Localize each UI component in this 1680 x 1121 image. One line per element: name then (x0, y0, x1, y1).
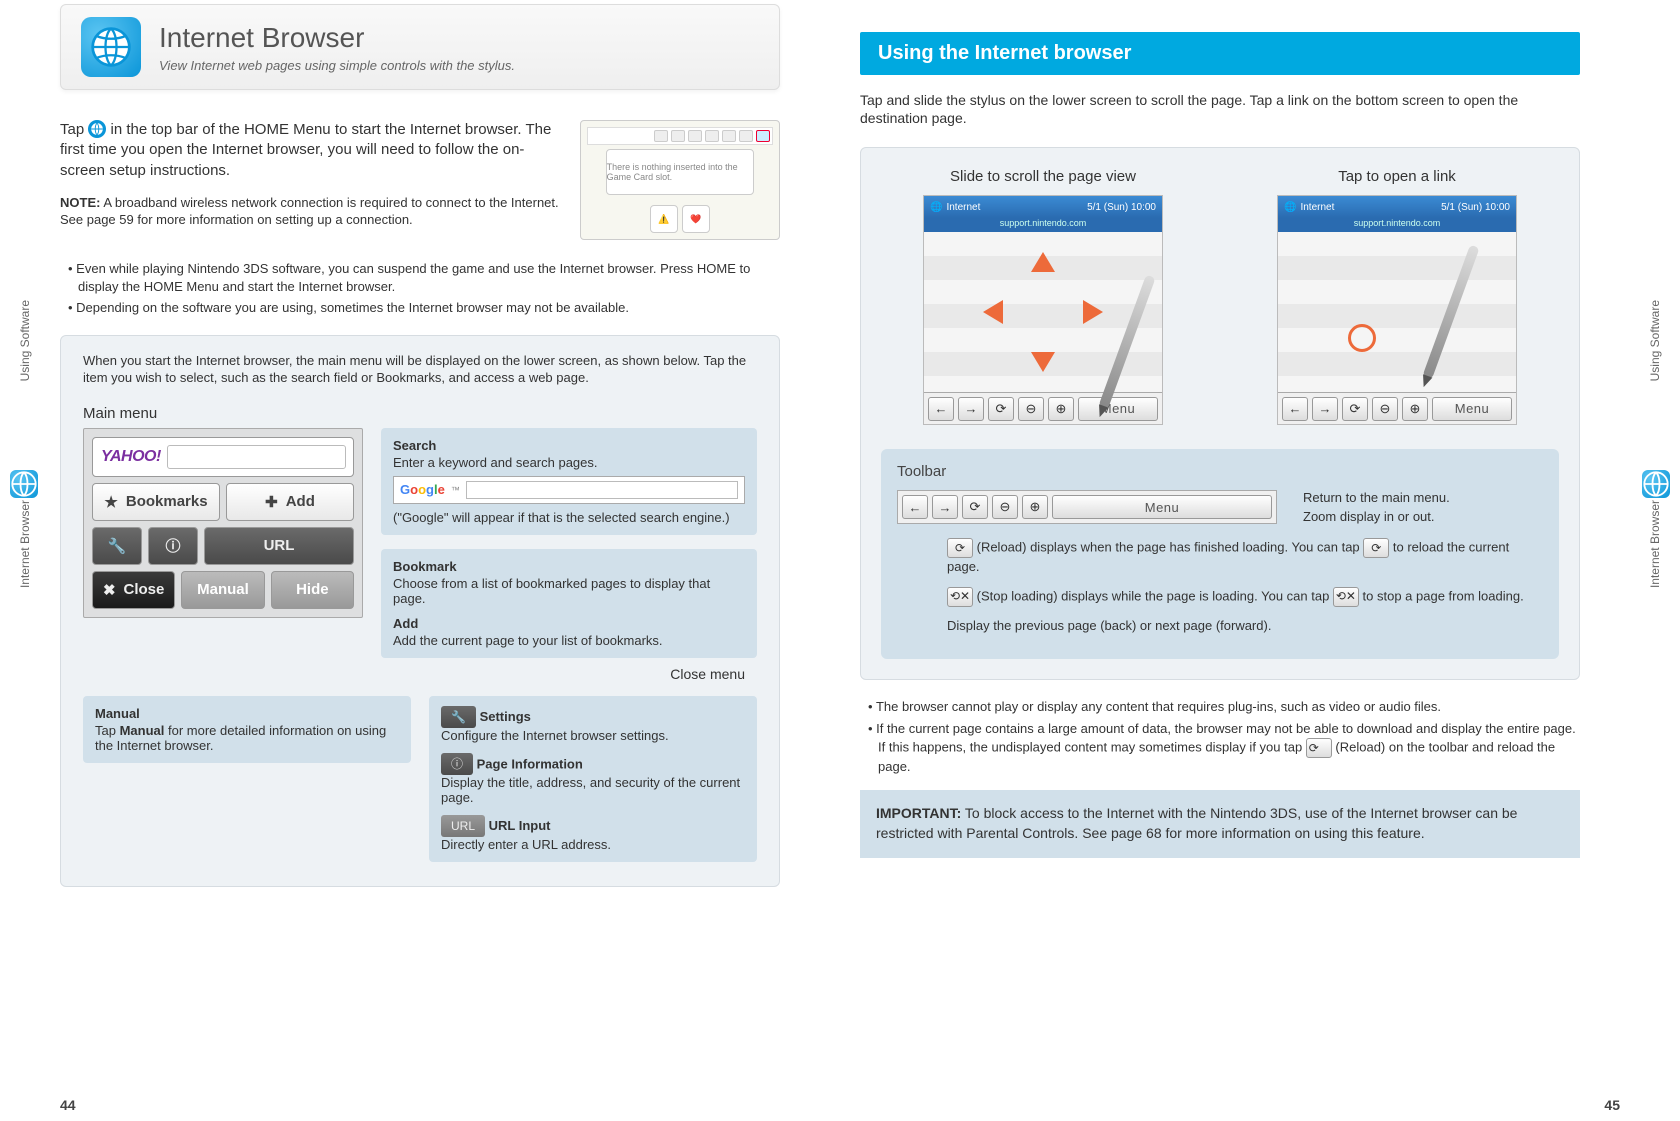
side-tab-using-left: Using Software (18, 300, 32, 381)
stop-icon: ⟲✕ (1333, 587, 1359, 607)
tap-indicator (1348, 324, 1376, 352)
back-button[interactable]: ← (928, 397, 954, 421)
reload-icon: ⟳ (1306, 738, 1332, 758)
scroll-arrows (983, 252, 1103, 372)
close-menu-label: Close menu (83, 666, 757, 682)
right-bullets: The browser cannot play or display any c… (860, 698, 1580, 777)
callout-right-group: 🔧 Settings Configure the Internet browse… (429, 696, 757, 862)
search-input[interactable] (167, 445, 346, 469)
tb-reload[interactable]: ⟳ (962, 495, 988, 519)
bullet-1: Depending on the software you are using,… (68, 299, 780, 317)
page-title: Internet Browser (159, 22, 515, 54)
main-menu-label: Main menu (83, 405, 757, 422)
legend-zoom: Zoom display in or out. (1303, 509, 1450, 524)
google-search-row: Google™ (393, 476, 745, 504)
note-block: NOTE: NOTE: A broadband wireless network… (60, 195, 560, 229)
right-intro: Tap and slide the stylus on the lower sc… (860, 91, 1580, 127)
stylus-icon (1422, 245, 1479, 380)
globe-icon (81, 17, 141, 77)
zoom-out-button[interactable]: ⊖ (1018, 397, 1044, 421)
manual-button[interactable]: Manual (181, 571, 264, 609)
screenshot-scroll: Slide to scroll the page view 🌐 Internet… (881, 168, 1205, 425)
tb-back[interactable]: ← (902, 495, 928, 519)
search-field[interactable]: YAHOO! (92, 437, 354, 477)
cap-scroll: Slide to scroll the page view (881, 168, 1205, 185)
globe-icon-mini-left (10, 470, 38, 498)
menu-button[interactable]: Menu (1078, 397, 1158, 421)
intro-row: Tap in the top bar of the HOME Menu to s… (60, 120, 780, 240)
hide-button[interactable]: Hide (271, 571, 354, 609)
settings-button[interactable]: 🔧 (92, 527, 142, 565)
url-button[interactable]: URL (204, 527, 354, 565)
card-slot-message: There is nothing inserted into the Game … (606, 149, 755, 195)
zoom-in-button[interactable]: ⊕ (1048, 397, 1074, 421)
forward-button[interactable]: → (958, 397, 984, 421)
page-subtitle: View Internet web pages using simple con… (159, 58, 515, 73)
page-left: Internet Browser View Internet web pages… (60, 0, 780, 1080)
screenshot-tap: Tap to open a link 🌐 Internet5/1 (Sun) 1… (1235, 168, 1559, 425)
callout-search: Search Enter a keyword and search pages.… (381, 428, 757, 535)
close-button[interactable]: ✖ Close (92, 571, 175, 609)
left-bullets: Even while playing Nintendo 3DS software… (68, 260, 780, 317)
page-info-button[interactable]: ⓘ (148, 527, 198, 565)
intro-text-b: in the top bar of the HOME Menu to start… (60, 121, 551, 179)
stop-icon: ⟲✕ (947, 587, 973, 607)
tb-forward[interactable]: → (932, 495, 958, 519)
intro-text-a: Tap (60, 121, 88, 138)
page-number-left: 44 (60, 1097, 76, 1113)
callout-bookmark: Bookmark Choose from a list of bookmarke… (381, 549, 757, 658)
side-tab-using-right: Using Software (1648, 300, 1662, 381)
tb-zoom-in[interactable]: ⊕ (1022, 495, 1048, 519)
cap-tap: Tap to open a link (1235, 168, 1559, 185)
bookmarks-button[interactable]: ★ Bookmarks (92, 483, 220, 521)
legend-return: Return to the main menu. (1303, 490, 1450, 505)
rp-bullet-0: The browser cannot play or display any c… (868, 698, 1580, 716)
toolbar-label: Toolbar (897, 463, 1543, 480)
google-input[interactable] (466, 481, 738, 499)
header-bar: Internet Browser View Internet web pages… (60, 4, 780, 90)
right-header: Using the Internet browser (860, 32, 1580, 75)
tb-menu[interactable]: Menu (1052, 495, 1272, 519)
page-right: Using the Internet browser Tap and slide… (860, 0, 1580, 1080)
side-tab-browser-left: Internet Browser (18, 500, 32, 588)
globe-inline-icon (88, 120, 106, 138)
tb-zoom-out[interactable]: ⊖ (992, 495, 1018, 519)
reload-icon: ⟳ (947, 538, 973, 558)
bullet-0: Even while playing Nintendo 3DS software… (68, 260, 780, 295)
home-menu-screenshot: There is nothing inserted into the Game … (580, 120, 780, 240)
yahoo-logo: YAHOO! (101, 448, 161, 466)
toolbar-demo: ← → ⟳ ⊖ ⊕ Menu (897, 490, 1277, 524)
rp-bullet-1: If the current page contains a large amo… (868, 720, 1580, 776)
reload-icon: ⟳ (1363, 538, 1389, 558)
right-panel: Slide to scroll the page view 🌐 Internet… (860, 147, 1580, 679)
panel-intro: When you start the Internet browser, the… (83, 352, 757, 387)
toolbar-callout: Toolbar ← → ⟳ ⊖ ⊕ Menu Return to the mai… (881, 449, 1559, 658)
reload-button[interactable]: ⟳ (988, 397, 1014, 421)
stylus-icon (1098, 275, 1155, 410)
toolbar-notes: ⟳ (Reload) displays when the page has fi… (897, 538, 1543, 634)
main-menu-screen: YAHOO! ★ Bookmarks ✚ Add 🔧 ⓘ URL ✖ Close… (83, 428, 363, 618)
intro-text: Tap in the top bar of the HOME Menu to s… (60, 120, 560, 240)
globe-icon-mini-right (1642, 470, 1670, 498)
add-button[interactable]: ✚ Add (226, 483, 354, 521)
main-menu-panel: When you start the Internet browser, the… (60, 335, 780, 887)
nav-note: Display the previous page (back) or next… (947, 617, 1543, 635)
side-tab-browser-right: Internet Browser (1648, 500, 1662, 588)
page-number-right: 45 (1604, 1097, 1620, 1113)
important-box: IMPORTANT: To block access to the Intern… (860, 790, 1580, 857)
callout-manual: Manual Tap Manual for more detailed info… (83, 696, 411, 763)
